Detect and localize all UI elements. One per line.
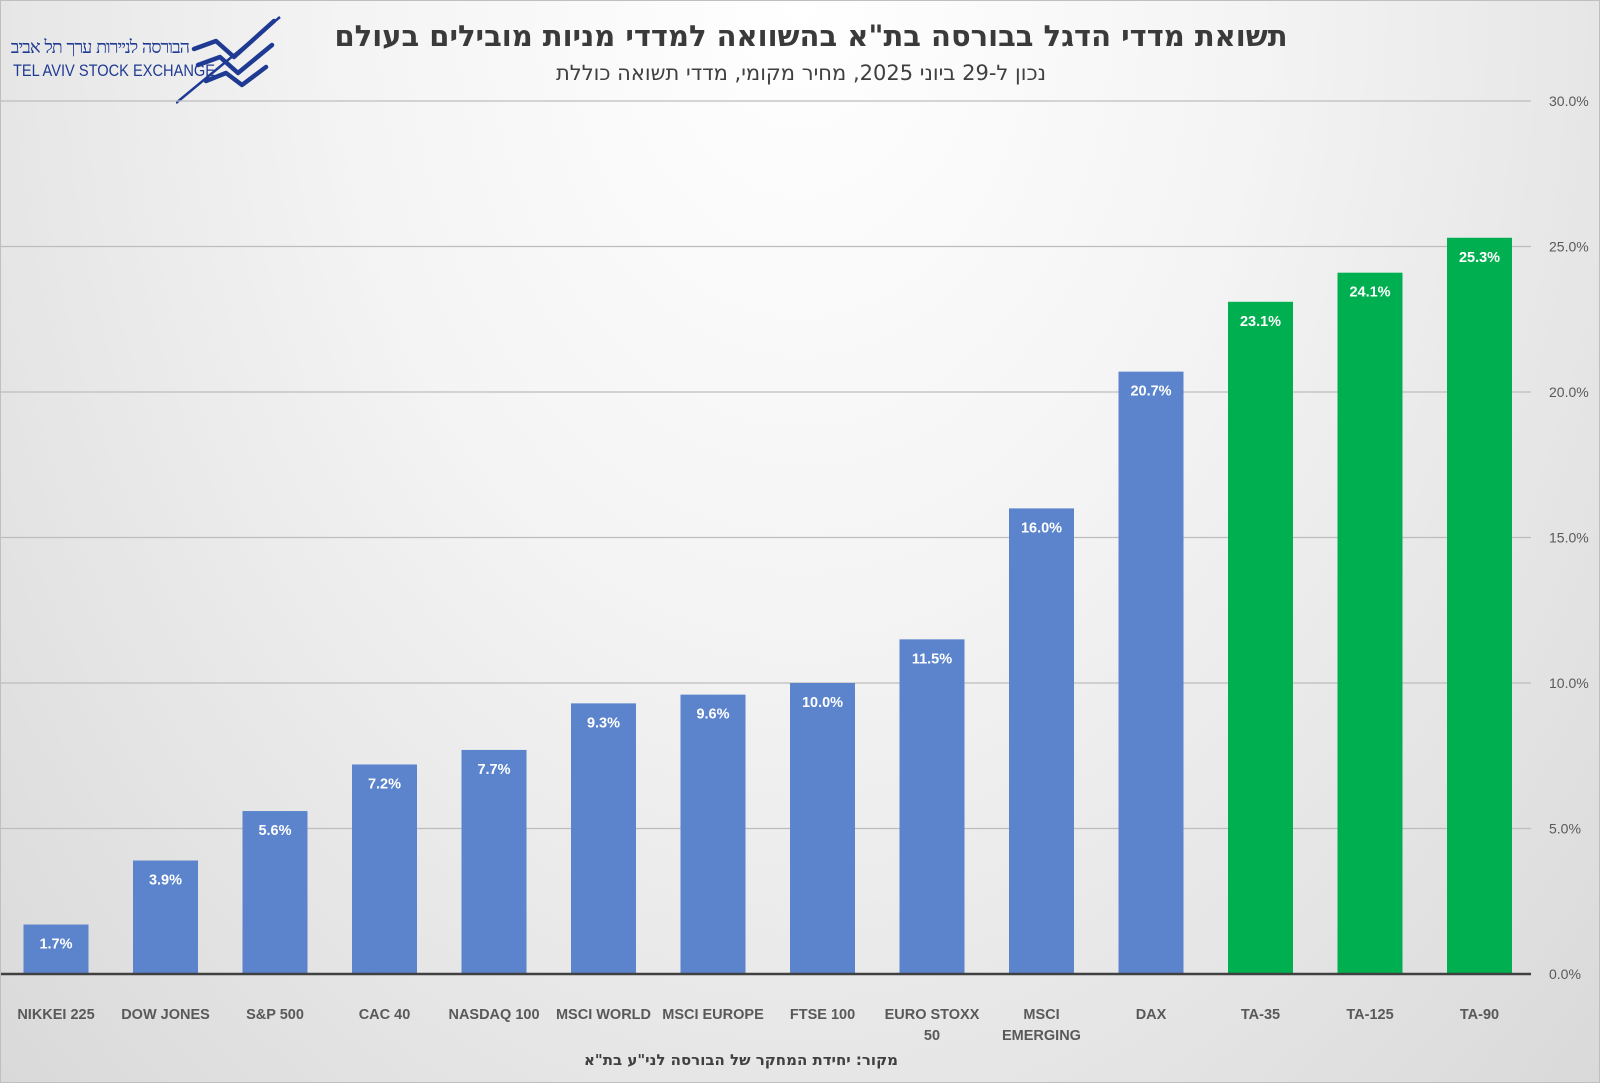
tase-logo: הבורסה לניירות ערך תל אביב TEL AVIV STOC… xyxy=(11,15,291,111)
bar xyxy=(1228,301,1293,974)
logo-hebrew-text: הבורסה לניירות ערך תל אביב xyxy=(10,37,190,58)
x-tick-label: MSCI xyxy=(1023,1007,1059,1023)
y-tick-label: 20.0% xyxy=(1549,384,1589,400)
bar xyxy=(680,694,746,974)
chart-subtitle: נכון ל-29 ביוני 2025, מחיר מקומי, מדדי ת… xyxy=(555,61,1046,85)
x-tick-label: 50 xyxy=(924,1028,940,1044)
x-tick-label: FTSE 100 xyxy=(790,1007,855,1023)
data-label: 3.9% xyxy=(149,873,182,889)
x-tick-label: MSCI WORLD xyxy=(556,1007,651,1023)
x-tick-label: TA-90 xyxy=(1460,1007,1499,1023)
x-tick-label: TA-125 xyxy=(1346,1007,1393,1023)
data-label: 9.6% xyxy=(696,707,729,723)
source-note: מקור: יחידת המחקר של הבורסה לני"ע בת"א xyxy=(584,1051,898,1069)
x-tick-label: EMERGING xyxy=(1002,1028,1081,1044)
tase-logo-mark xyxy=(176,16,281,104)
y-tick-label: 10.0% xyxy=(1549,675,1589,691)
x-tick-label: CAC 40 xyxy=(359,1007,411,1023)
bar xyxy=(352,764,417,974)
x-tick-label: EURO STOXX xyxy=(885,1007,980,1023)
bar xyxy=(899,639,965,974)
x-tick-label: MSCI EUROPE xyxy=(662,1007,764,1023)
data-label: 25.3% xyxy=(1459,250,1500,266)
bar xyxy=(133,860,198,974)
data-label: 7.7% xyxy=(477,762,510,778)
x-tick-label: DAX xyxy=(1136,1007,1167,1023)
y-tick-label: 25.0% xyxy=(1549,239,1589,255)
data-label: 10.0% xyxy=(802,695,843,711)
y-tick-label: 30.0% xyxy=(1549,93,1589,109)
bar xyxy=(790,683,855,974)
data-label: 7.2% xyxy=(368,776,401,792)
bar xyxy=(23,924,89,974)
data-label: 9.3% xyxy=(587,715,620,731)
data-label: 5.6% xyxy=(258,823,291,839)
data-label: 11.5% xyxy=(912,651,952,667)
bar xyxy=(1447,237,1512,974)
bar xyxy=(461,749,527,974)
x-tick-label: NIKKEI 225 xyxy=(17,1007,94,1023)
data-label: 1.7% xyxy=(39,937,72,953)
x-tick-label: S&P 500 xyxy=(246,1007,304,1023)
data-label: 24.1% xyxy=(1349,285,1390,301)
x-tick-label: NASDAQ 100 xyxy=(448,1007,539,1023)
bar xyxy=(1337,272,1403,974)
y-tick-label: 15.0% xyxy=(1549,530,1589,546)
y-tick-label: 0.0% xyxy=(1549,966,1581,982)
data-label: 20.7% xyxy=(1130,384,1171,400)
bar xyxy=(242,811,308,974)
x-tick-label: TA-35 xyxy=(1241,1007,1280,1023)
bar xyxy=(571,703,636,974)
x-tick-label: DOW JONES xyxy=(121,1007,210,1023)
bar xyxy=(1009,508,1074,974)
data-label: 16.0% xyxy=(1021,520,1062,536)
y-tick-label: 5.0% xyxy=(1549,821,1581,837)
bar xyxy=(1118,371,1184,974)
data-label: 23.1% xyxy=(1240,314,1281,330)
chart-title: תשואת מדדי הדגל בבורסה בת"א בהשוואה למדד… xyxy=(334,19,1288,53)
